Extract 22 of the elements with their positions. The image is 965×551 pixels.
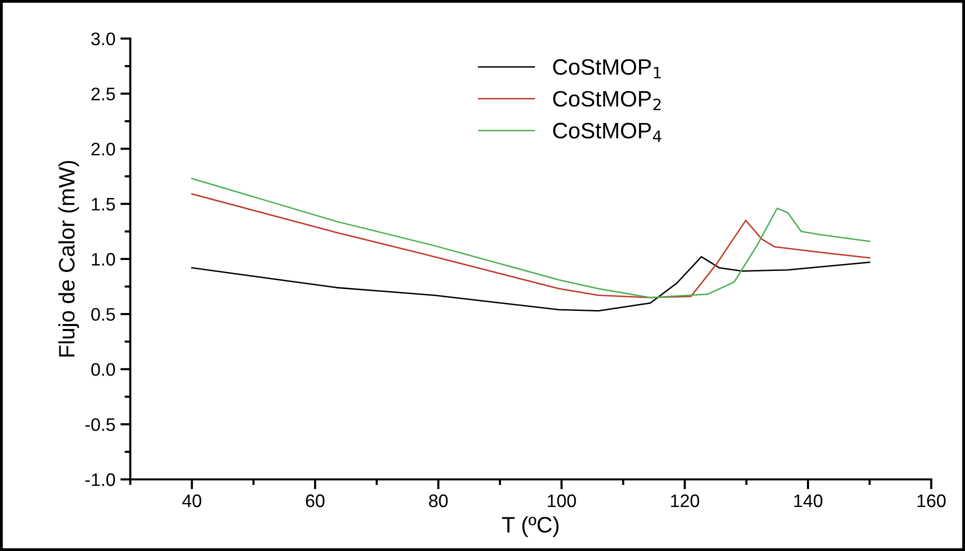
y-tick-label: 3.0: [91, 32, 115, 46]
y-tick-label: 0.5: [91, 308, 115, 321]
x-tick-label: 120: [671, 494, 700, 508]
y-tick-label: 1.5: [92, 198, 115, 211]
x-tick-label: 80: [429, 494, 448, 508]
y-tick-label: 2.5: [92, 88, 115, 100]
y-tick-label: -1.0: [85, 473, 115, 486]
legend-label: CoStMOP$_{1}$: [553, 59, 661, 78]
legend-label: CoStMOP$_{4}$: [553, 122, 662, 142]
x-tick-label: 160: [918, 494, 946, 508]
x-axis-title: T (ºC): [502, 516, 559, 538]
y-tick-label: 1.0: [92, 252, 115, 266]
y-tick-label: 2.0: [92, 142, 115, 156]
legend-label: CoStMOP$_{2}$: [553, 90, 661, 110]
y-tick-label: -0.5: [85, 418, 115, 431]
x-tick-label: 40: [182, 494, 202, 508]
x-tick-label: 60: [306, 494, 324, 508]
line-series: [191, 256, 870, 312]
y-tick-label: 0.0: [91, 363, 115, 376]
y-axis-title: Flujo de Calor (mW): [58, 160, 80, 357]
x-tick-label: 140: [794, 494, 822, 508]
x-tick-label: 100: [548, 494, 576, 508]
